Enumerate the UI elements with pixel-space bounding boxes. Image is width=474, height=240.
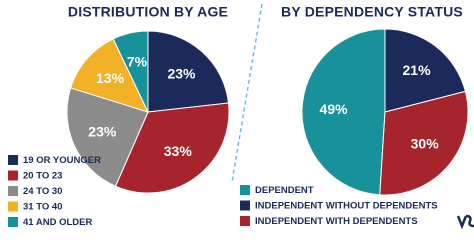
legend-label: INDEPENDENT WITH DEPENDENTS bbox=[255, 216, 418, 227]
data-label: 30% bbox=[411, 136, 440, 152]
pie-slice bbox=[147, 30, 230, 113]
legend-swatch bbox=[240, 185, 250, 195]
data-label: 23% bbox=[88, 124, 117, 140]
legend-label: 31 TO 40 bbox=[23, 202, 62, 213]
legend-swatch bbox=[8, 186, 18, 196]
pie-slice bbox=[66, 87, 149, 187]
legend-swatch bbox=[8, 217, 18, 227]
data-label: 49% bbox=[320, 101, 349, 117]
legend-label: 24 TO 30 bbox=[23, 186, 62, 197]
pie-slice bbox=[379, 90, 469, 196]
pie-slice bbox=[112, 30, 149, 113]
legend-swatch bbox=[8, 201, 18, 212]
pie-slice bbox=[70, 38, 149, 113]
pie-slice bbox=[384, 28, 467, 113]
legend-swatch bbox=[240, 216, 250, 226]
data-label: 21% bbox=[403, 62, 432, 78]
pie-slice bbox=[301, 28, 386, 196]
legend-label: 41 AND OLDER bbox=[23, 217, 92, 228]
legend-swatch bbox=[8, 155, 18, 165]
chart-title: DISTRIBUTION BY AGE bbox=[68, 4, 228, 20]
legend-swatch bbox=[240, 200, 250, 211]
data-label: 33% bbox=[164, 143, 193, 159]
legend-label: 19 OR YOUNGER bbox=[23, 155, 101, 166]
legend-label: DEPENDENT bbox=[255, 185, 314, 196]
data-label: 13% bbox=[96, 70, 125, 86]
chart: DISTRIBUTION BY AGE BY DEPENDENCY STATUS… bbox=[8, 3, 474, 230]
legend-label: 20 TO 23 bbox=[23, 171, 62, 182]
legend-swatch bbox=[8, 170, 18, 181]
legend-label: INDEPENDENT WITHOUT DEPENDENTS bbox=[255, 201, 438, 212]
data-label: 23% bbox=[167, 65, 196, 81]
logo bbox=[456, 214, 474, 230]
pie-slice bbox=[114, 102, 230, 194]
data-label: 7% bbox=[127, 54, 148, 70]
separator bbox=[231, 3, 263, 183]
chart-title: BY DEPENDENCY STATUS bbox=[281, 4, 463, 20]
